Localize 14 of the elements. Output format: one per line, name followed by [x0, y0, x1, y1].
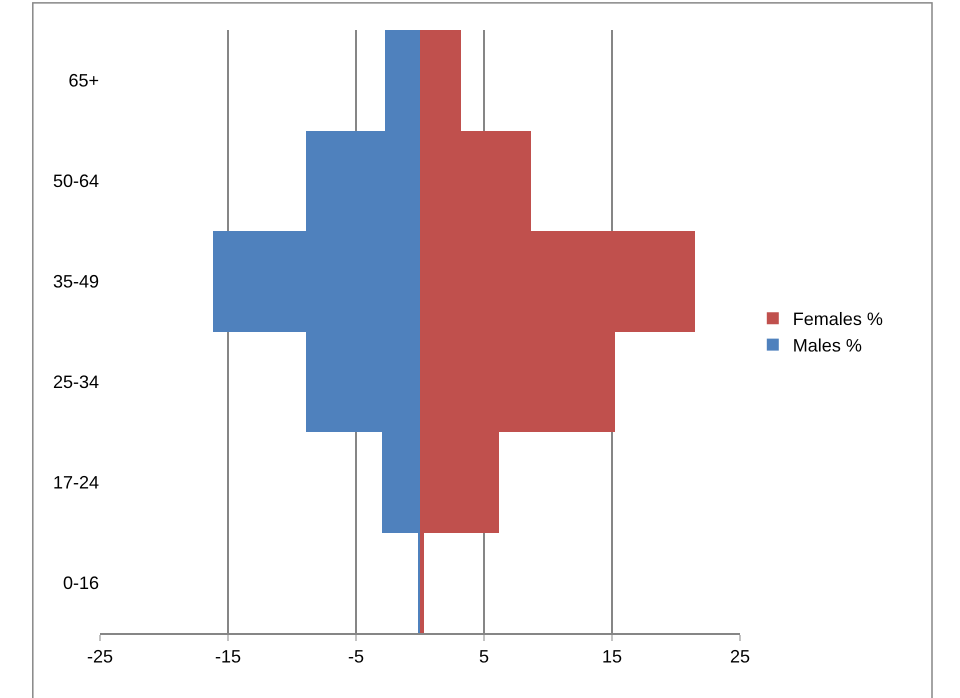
x-tick-label: 15	[602, 646, 622, 666]
legend-label: Males %	[792, 336, 862, 356]
x-tick-label: -5	[348, 646, 364, 666]
x-tick-label: 25	[730, 646, 750, 666]
y-tick-label: 65+	[68, 70, 99, 91]
x-tick-label: -25	[86, 646, 114, 666]
y-tick-label: 0-16	[62, 573, 99, 594]
y-tick-label: 35-49	[52, 272, 99, 292]
y-tick-label: 50-64	[52, 171, 99, 192]
x-tick-label: -15	[214, 646, 242, 666]
y-tick-label: 17-24	[52, 472, 99, 493]
y-tick-label: 25-34	[52, 372, 99, 392]
x-tick-label: 5	[478, 646, 490, 666]
legend-label: Females %	[792, 309, 883, 330]
